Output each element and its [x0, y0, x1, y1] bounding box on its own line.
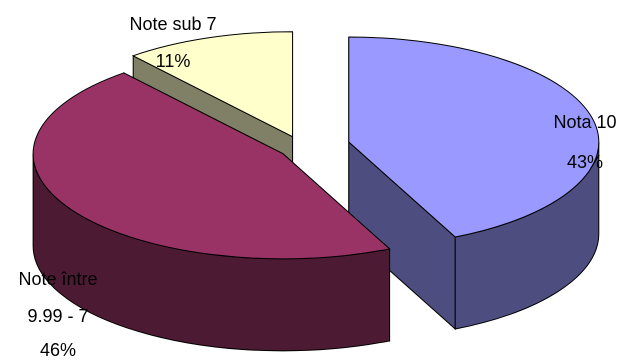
slice-label-sub-7-name: Note sub 7	[129, 14, 216, 34]
slice-label-sub-7-percent: 11%	[156, 51, 191, 71]
pie-slice-top-note-sub-7	[131, 31, 294, 138]
pie-slice-nota-10	[348, 36, 600, 331]
pie-slice-top-note-ntre-9-99-7	[32, 72, 391, 260]
pie-slice-note-ntre-9-99-7	[32, 72, 391, 352]
slice-label-nota-10-percent: 43%	[567, 152, 603, 172]
slice-label-intre-name-line1: Note între	[18, 269, 97, 289]
pie-slice-top-nota-10	[348, 36, 600, 238]
slice-label-intre-name-line2: 9.99 - 7	[27, 306, 88, 326]
slice-label-intre-percent: 46%	[40, 340, 76, 360]
pie-slices	[32, 31, 600, 352]
slice-label-nota-10-name: Nota 10	[553, 112, 616, 132]
